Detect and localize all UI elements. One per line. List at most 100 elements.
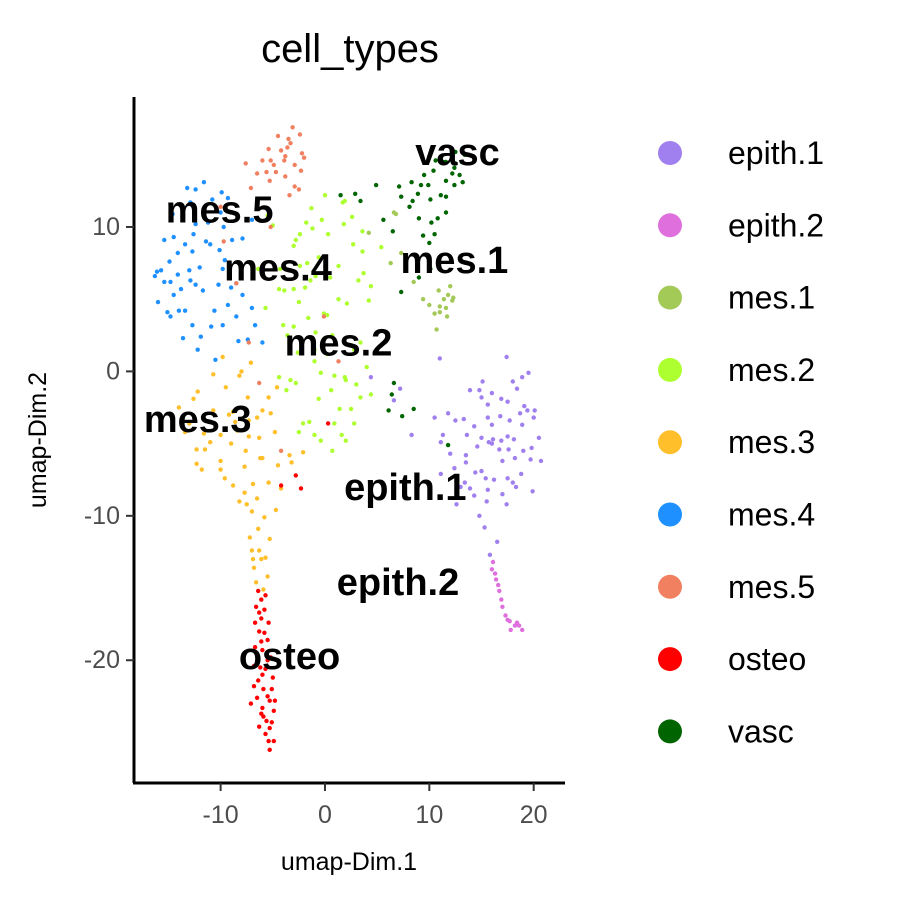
point-epith.1 bbox=[510, 480, 515, 485]
point-epith.1 bbox=[529, 445, 534, 451]
point-mes.3 bbox=[273, 507, 279, 513]
point-mes.4 bbox=[190, 249, 195, 254]
point-mes.5 bbox=[257, 380, 262, 386]
point-vasc bbox=[462, 152, 467, 157]
legend-key-mes.5 bbox=[658, 574, 682, 599]
point-mes.1 bbox=[437, 310, 442, 315]
point-mes.2 bbox=[293, 237, 298, 243]
point-epith.1 bbox=[536, 435, 542, 440]
point-mes.4 bbox=[222, 258, 227, 263]
point-mes.4 bbox=[176, 308, 182, 313]
point-epith.1 bbox=[500, 492, 505, 497]
point-epith.1 bbox=[520, 422, 525, 427]
point-mes.3 bbox=[239, 369, 244, 374]
series-vasc bbox=[338, 149, 467, 448]
point-mes.4 bbox=[234, 314, 239, 319]
legend-key-osteo bbox=[658, 647, 682, 672]
point-mes.4 bbox=[152, 273, 158, 279]
point-epith.1 bbox=[505, 434, 510, 439]
point-mes.4 bbox=[228, 285, 234, 290]
point-osteo bbox=[270, 675, 275, 680]
point-mes.2 bbox=[330, 333, 335, 338]
point-osteo bbox=[252, 620, 258, 625]
point-mes.3 bbox=[187, 421, 192, 426]
point-epith.1 bbox=[505, 399, 510, 404]
point-mes.2 bbox=[322, 193, 328, 198]
point-mes.2 bbox=[307, 419, 312, 425]
point-epith.1 bbox=[432, 415, 437, 420]
point-mes.3 bbox=[233, 419, 238, 425]
point-mes.1 bbox=[450, 298, 455, 303]
point-epith.1 bbox=[489, 422, 495, 427]
point-vasc bbox=[400, 414, 405, 419]
point-mes.4 bbox=[185, 185, 190, 191]
point-epith.1 bbox=[445, 411, 451, 416]
point-mes.3 bbox=[289, 460, 294, 465]
point-osteo bbox=[298, 486, 304, 491]
point-epith.1 bbox=[532, 408, 537, 413]
point-mes.2 bbox=[291, 324, 296, 329]
point-mes.5 bbox=[287, 193, 292, 198]
point-osteo bbox=[257, 724, 262, 729]
point-epith.1 bbox=[482, 525, 487, 530]
point-vasc bbox=[443, 194, 449, 199]
point-mes.2 bbox=[277, 266, 283, 272]
point-mes.3 bbox=[211, 372, 216, 377]
point-mes.4 bbox=[162, 279, 167, 285]
point-mes.2 bbox=[360, 229, 365, 234]
point-vasc bbox=[381, 217, 386, 222]
point-mes.1 bbox=[391, 210, 397, 215]
point-epith.2 bbox=[508, 627, 513, 633]
x-tick-label: 20 bbox=[520, 801, 548, 829]
point-epith.1 bbox=[409, 432, 414, 438]
point-mes.2 bbox=[351, 242, 356, 247]
point-vasc bbox=[338, 193, 343, 198]
point-epith.2 bbox=[499, 597, 504, 602]
point-mes.1 bbox=[427, 302, 432, 308]
point-mes.4 bbox=[205, 220, 211, 225]
point-mes.2 bbox=[304, 220, 309, 225]
point-mes.4 bbox=[175, 250, 180, 256]
point-vasc bbox=[443, 159, 449, 165]
point-mes.5 bbox=[264, 169, 269, 175]
point-mes.5 bbox=[282, 158, 287, 163]
point-mes.5 bbox=[290, 125, 295, 130]
point-epith.1 bbox=[499, 438, 504, 443]
point-epith.1 bbox=[467, 486, 473, 491]
legend-item-mes.3: mes.3 bbox=[658, 424, 815, 460]
point-mes.5 bbox=[273, 169, 279, 175]
point-mes.3 bbox=[267, 536, 272, 542]
point-mes.2 bbox=[298, 337, 304, 342]
point-osteo bbox=[266, 620, 271, 625]
point-mes.3 bbox=[275, 463, 281, 468]
point-epith.1 bbox=[485, 415, 490, 420]
point-vasc bbox=[390, 229, 395, 234]
point-mes.3 bbox=[249, 548, 255, 553]
point-mes.3 bbox=[262, 515, 267, 520]
point-vasc bbox=[399, 289, 404, 295]
point-mes.4 bbox=[208, 242, 213, 247]
y-tick-label: 10 bbox=[92, 213, 120, 241]
point-mes.5 bbox=[243, 161, 248, 166]
point-mes.3 bbox=[287, 453, 292, 458]
point-osteo bbox=[262, 630, 267, 635]
point-mes.1 bbox=[420, 297, 426, 302]
point-osteo bbox=[266, 738, 271, 744]
point-osteo bbox=[268, 655, 273, 660]
point-mes.5 bbox=[301, 155, 307, 160]
point-epith.1 bbox=[479, 435, 484, 440]
point-epith.1 bbox=[397, 386, 403, 391]
point-epith.1 bbox=[489, 390, 495, 396]
point-epith.1 bbox=[512, 455, 518, 461]
point-mes.2 bbox=[276, 286, 282, 292]
point-mes.5 bbox=[336, 359, 341, 364]
point-mes.3 bbox=[266, 480, 271, 485]
point-mes.2 bbox=[302, 285, 308, 290]
point-epith.1 bbox=[504, 502, 509, 507]
point-mes.2 bbox=[284, 388, 289, 393]
point-mes.2 bbox=[368, 392, 374, 397]
legend-key-epith.1 bbox=[658, 141, 682, 165]
point-mes.4 bbox=[220, 266, 225, 272]
